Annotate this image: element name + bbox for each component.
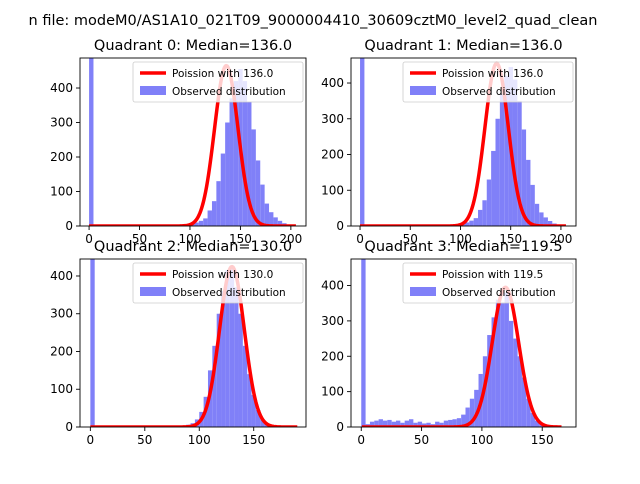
y-tick-label: 0 <box>336 219 344 233</box>
legend-label-observed: Observed distribution <box>172 287 286 299</box>
histogram-bar <box>505 293 509 427</box>
histogram-bar <box>203 218 207 226</box>
x-tick-label: 100 <box>470 433 493 447</box>
histogram-bar <box>256 160 260 226</box>
legend-label-poisson: Poission with 119.5 <box>442 269 543 281</box>
histogram-bar <box>225 123 229 226</box>
y-tick-label: 300 <box>50 116 73 130</box>
legend-bar-swatch <box>140 287 166 296</box>
y-tick-label: 300 <box>50 307 73 321</box>
y-tick-label: 200 <box>50 344 73 358</box>
x-tick-label: 0 <box>357 433 365 447</box>
x-tick-label: 150 <box>242 433 265 447</box>
y-tick-label: 100 <box>321 385 344 399</box>
x-tick-label: 50 <box>414 433 429 447</box>
histogram-bar <box>535 204 539 226</box>
histogram-bar <box>216 181 220 226</box>
panel-title: Quadrant 3: Median=119.5 <box>364 239 562 255</box>
histogram-bar <box>265 204 269 226</box>
legend-label-observed: Observed distribution <box>442 86 556 98</box>
histogram-bar <box>482 200 486 226</box>
histogram-bar <box>487 180 491 226</box>
y-tick-label: 100 <box>50 185 73 199</box>
histogram-bar <box>539 212 543 226</box>
legend-label-observed: Observed distribution <box>172 86 286 98</box>
histogram-bar <box>361 259 365 427</box>
legend-label-poisson: Poission with 136.0 <box>172 68 273 80</box>
legend-label-poisson: Poission with 130.0 <box>172 269 273 281</box>
y-tick-label: 0 <box>65 219 73 233</box>
histogram-bar <box>526 160 530 226</box>
histogram-bar <box>509 321 513 427</box>
x-tick-label: 0 <box>87 433 95 447</box>
y-tick-label: 400 <box>50 269 73 283</box>
x-tick-label: 50 <box>137 433 152 447</box>
y-tick-label: 400 <box>321 76 344 90</box>
legend-bar-swatch <box>410 86 436 95</box>
histogram-bar <box>469 221 473 226</box>
y-tick-label: 200 <box>321 349 344 363</box>
panel-title: Quadrant 2: Median=130.0 <box>94 239 292 255</box>
panel-title: Quadrant 0: Median=136.0 <box>94 38 292 54</box>
y-tick-label: 300 <box>321 314 344 328</box>
histogram-bar <box>491 151 495 226</box>
legend-bar-swatch <box>140 86 166 95</box>
panel-title: Quadrant 1: Median=136.0 <box>364 38 562 54</box>
y-tick-label: 100 <box>50 382 73 396</box>
x-tick-label: 0 <box>85 232 93 246</box>
histogram-bar <box>199 221 203 226</box>
histogram-bar <box>234 287 238 427</box>
x-tick-label: 0 <box>356 232 364 246</box>
histogram-bar <box>90 259 94 427</box>
histogram-bar <box>212 201 216 226</box>
y-tick-label: 400 <box>321 279 344 293</box>
y-tick-label: 400 <box>50 81 73 95</box>
y-tick-label: 0 <box>65 420 73 434</box>
y-tick-label: 200 <box>50 150 73 164</box>
x-tick-label: 100 <box>188 433 211 447</box>
y-tick-label: 100 <box>321 183 344 197</box>
histogram-bar <box>230 98 234 226</box>
y-tick-label: 0 <box>336 420 344 434</box>
x-tick-label: 150 <box>531 433 554 447</box>
histogram-bar <box>221 154 225 226</box>
histogram-bar <box>478 210 482 226</box>
figure-suptitle: n file: modeM0/AS1A10_021T09_9000004410_… <box>29 13 598 29</box>
histogram-bar <box>238 314 242 427</box>
histogram-bar <box>208 210 212 226</box>
y-tick-label: 200 <box>321 148 344 162</box>
histogram-bar <box>360 58 364 226</box>
histogram-bar <box>269 212 273 226</box>
histogram-bar <box>260 185 264 226</box>
legend-label-observed: Observed distribution <box>442 287 556 299</box>
histogram-bar <box>89 58 93 226</box>
histogram-bar <box>530 185 534 226</box>
histogram-bar <box>500 303 504 427</box>
histogram-bar <box>474 218 478 226</box>
histogram-bar <box>500 94 504 226</box>
legend-label-poisson: Poission with 136.0 <box>442 68 543 80</box>
legend-bar-swatch <box>410 287 436 296</box>
histogram-bar <box>495 119 499 226</box>
histogram-bar <box>243 81 247 226</box>
histogram-bar <box>513 339 517 427</box>
y-tick-label: 300 <box>321 112 344 126</box>
